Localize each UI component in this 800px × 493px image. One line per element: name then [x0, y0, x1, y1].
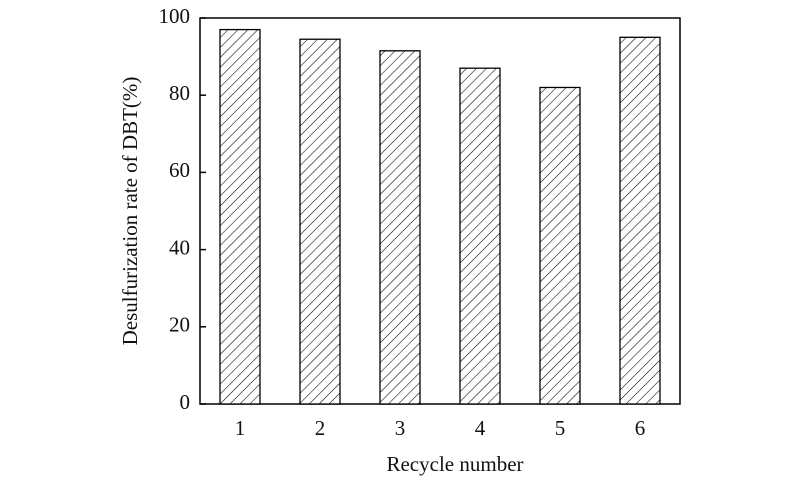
plot-frame: [199, 17, 681, 405]
x-tick-label: 6: [635, 416, 646, 440]
y-axis-label: Desulfurization rate of DBT(%): [118, 77, 142, 346]
x-tick-label: 5: [555, 416, 566, 440]
y-tick-label: 20: [169, 313, 190, 337]
x-axis-label: Recycle number: [386, 452, 523, 476]
y-tick-label: 80: [169, 81, 190, 105]
bar: [539, 86, 581, 405]
bar: [379, 50, 421, 405]
y-tick-label: 0: [180, 390, 191, 414]
y-tick-label: 60: [169, 158, 190, 182]
bar: [619, 36, 661, 405]
bar: [219, 28, 261, 405]
bar: [299, 38, 341, 405]
x-tick-label: 1: [235, 416, 246, 440]
y-tick-label: 100: [159, 4, 191, 28]
y-tick-label: 40: [169, 235, 190, 259]
bar: [459, 67, 501, 405]
x-tick-label: 4: [475, 416, 486, 440]
x-tick-label: 3: [395, 416, 406, 440]
x-tick-label: 2: [315, 416, 326, 440]
